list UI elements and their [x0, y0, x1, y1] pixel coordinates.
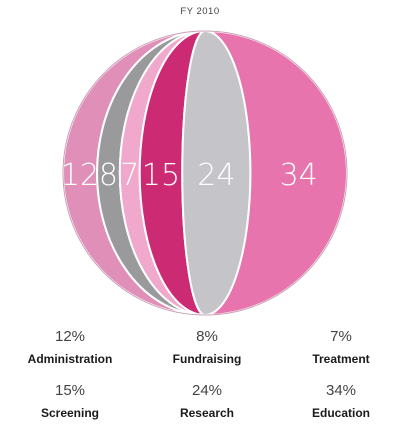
sliced-sphere-chart: 12 8 7 15 24 34: [61, 29, 348, 317]
slice-label-screening: 15: [142, 158, 180, 193]
legend-item-research: 24% Research: [142, 382, 272, 421]
slice-label-education: 34: [280, 158, 318, 193]
legend-name-treatment: Treatment: [312, 352, 370, 366]
legend-name-education: Education: [311, 406, 370, 420]
legend-pct-research: 24%: [191, 382, 223, 399]
legend: 12% Administration 8% Fundraising 7% Tre…: [0, 328, 400, 428]
sphere-outline: [62, 30, 348, 316]
legend-name-research: Research: [179, 406, 235, 420]
legend-item-education: 34% Education: [276, 382, 400, 421]
chart-title: FY 2010: [180, 6, 220, 17]
legend-pct-screening: 15%: [54, 382, 86, 399]
legend-name-fundraising: Fundraising: [172, 352, 242, 366]
legend-name-screening: Screening: [40, 406, 100, 420]
slice-label-fundraising: 8: [99, 158, 118, 193]
legend-item-screening: 15% Screening: [5, 382, 135, 421]
legend-pct-fundraising: 8%: [196, 328, 218, 345]
legend-pct-treatment: 7%: [330, 328, 352, 345]
legend-pct-education: 34%: [325, 382, 357, 399]
legend-item-treatment: 7% Treatment: [276, 328, 400, 367]
legend-pct-administration: 12%: [54, 328, 86, 345]
legend-name-administration: Administration: [27, 352, 113, 366]
legend-item-fundraising: 8% Fundraising: [142, 328, 272, 367]
slice-label-administration: 12: [61, 158, 99, 193]
slice-label-research: 24: [197, 158, 235, 193]
slice-label-treatment: 7: [120, 158, 139, 193]
legend-item-administration: 12% Administration: [5, 328, 135, 367]
